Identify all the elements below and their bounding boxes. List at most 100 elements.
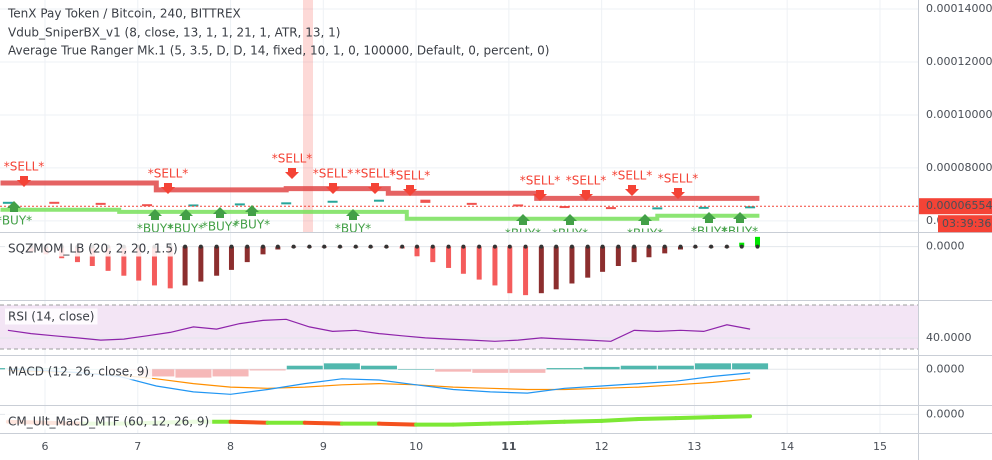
momentum-bar: [198, 246, 204, 282]
last-price-tag: [919, 198, 992, 215]
buy-arrow: [245, 205, 259, 216]
y-tick-label: 0.00008000: [926, 161, 992, 174]
momentum-bar: [492, 246, 498, 286]
buy-arrow: [638, 214, 652, 225]
momentum-bar: [553, 246, 559, 290]
squeeze-dot: [492, 244, 497, 249]
x-tick-label: 7: [134, 440, 141, 453]
x-tick-label: 6: [41, 440, 48, 453]
macd-hist-bar: [657, 365, 694, 370]
momentum-bar: [523, 246, 529, 296]
y-tick-label: 40.0000: [926, 331, 972, 344]
squeeze-dot: [539, 244, 544, 249]
squeeze-dot: [261, 244, 266, 249]
macd-hist-bar: [620, 365, 657, 370]
sell-arrow: [285, 168, 299, 179]
squeeze-dot: [229, 244, 234, 249]
squeeze-dot: [739, 244, 744, 249]
buy-arrow: [148, 209, 162, 220]
candle: [559, 206, 570, 209]
buy-arrow: [179, 209, 193, 220]
trend-segment: [376, 421, 419, 427]
trend-segment: [562, 418, 604, 424]
y-tick-label: 0.0000: [926, 362, 965, 375]
buy-arrow: [516, 214, 530, 225]
sell-signal: *SELL*: [520, 174, 561, 188]
macd-hist-bar: [583, 366, 620, 370]
macd-hist-bar: [175, 369, 212, 378]
squeeze-dot: [400, 244, 405, 249]
squeeze-dot: [415, 244, 420, 249]
buy-signal: *BUY*: [335, 222, 371, 236]
squeeze-dot: [477, 244, 482, 249]
momentum-bar: [600, 246, 606, 272]
momentum-bar: [182, 246, 188, 286]
buy-signal: *BUY*: [137, 222, 173, 236]
squeeze-dot: [600, 244, 605, 249]
lower-band: [0, 207, 760, 221]
squeeze-dot: [353, 244, 358, 249]
candle: [234, 203, 245, 206]
pane-title: CM_Ult_MacD_MTF (60, 12, 26, 9): [8, 415, 209, 429]
macd-hist-bar: [694, 363, 731, 370]
momentum-bar: [414, 246, 420, 257]
buy-signal: *BUY*: [234, 218, 270, 232]
grid: [0, 0, 918, 433]
candle: [466, 202, 477, 205]
squeeze-dot: [461, 244, 466, 249]
trend-segment: [710, 414, 753, 420]
buy-arrow: [7, 201, 21, 212]
buy-signal: *BUY*: [0, 214, 32, 228]
buy-signal: *BUY*: [552, 227, 588, 241]
y-tick-label: 0.00010000: [926, 108, 992, 121]
pane-title-bg: [5, 413, 213, 430]
rsi-line: [7, 318, 751, 342]
momentum-bar: [151, 246, 157, 286]
y-tick-label: 0.0000: [926, 240, 965, 253]
squeeze-dot: [183, 244, 188, 249]
squeeze-dot: [646, 244, 651, 249]
x-tick-label: 13: [687, 440, 701, 453]
macd-hist-bar: [138, 369, 175, 377]
momentum-bar: [585, 246, 591, 278]
pane-title: SQZMOM_LB (20, 2, 20, 1.5): [8, 242, 178, 256]
symbol-title: TenX Pay Token / Bitcoin, 240, BITTREX: [7, 7, 241, 21]
momentum-bar: [569, 246, 575, 284]
momentum-bar: [460, 246, 466, 274]
squeeze-dot: [554, 244, 559, 249]
trend-segment: [525, 419, 567, 425]
squeeze-dot: [307, 244, 312, 249]
macd-hist-bar: [286, 365, 323, 370]
macd-hist-bar: [546, 368, 583, 370]
trend-segment: [599, 417, 641, 423]
squeeze-dot: [678, 244, 683, 249]
squeeze-dot: [214, 244, 219, 249]
sell-signal: *SELL*: [612, 169, 653, 183]
momentum-bar: [662, 246, 668, 254]
buy-signal: *BUY*: [627, 227, 663, 241]
macd-macd-line: [7, 368, 751, 395]
sell-signal: *SELL*: [658, 172, 699, 186]
momentum-bar: [244, 246, 250, 263]
indicator-legend: Average True Ranger Mk.1 (5, 3.5, D, D, …: [8, 44, 549, 58]
candle: [49, 201, 60, 204]
squeeze-dot: [384, 244, 389, 249]
candle: [2, 201, 13, 204]
squeeze-dot: [430, 244, 435, 249]
squeeze-dot: [693, 244, 698, 249]
candle: [605, 207, 616, 210]
momentum-bar: [121, 246, 127, 276]
momentum-bar: [260, 246, 266, 255]
sell-signal: *SELL*: [390, 169, 431, 183]
pane-title-bg: [5, 363, 153, 380]
trend-segment: [636, 416, 678, 421]
momentum-bar: [507, 246, 513, 294]
squeeze-dot: [368, 244, 373, 249]
x-tick-label: 11: [501, 440, 516, 453]
momentum-bar: [615, 246, 621, 266]
pane-title-bg: [5, 240, 181, 257]
squeeze-dot: [446, 244, 451, 249]
indicator-legend: Vdub_SniperBX_v1 (8, close, 13, 1, 1, 21…: [8, 26, 340, 40]
